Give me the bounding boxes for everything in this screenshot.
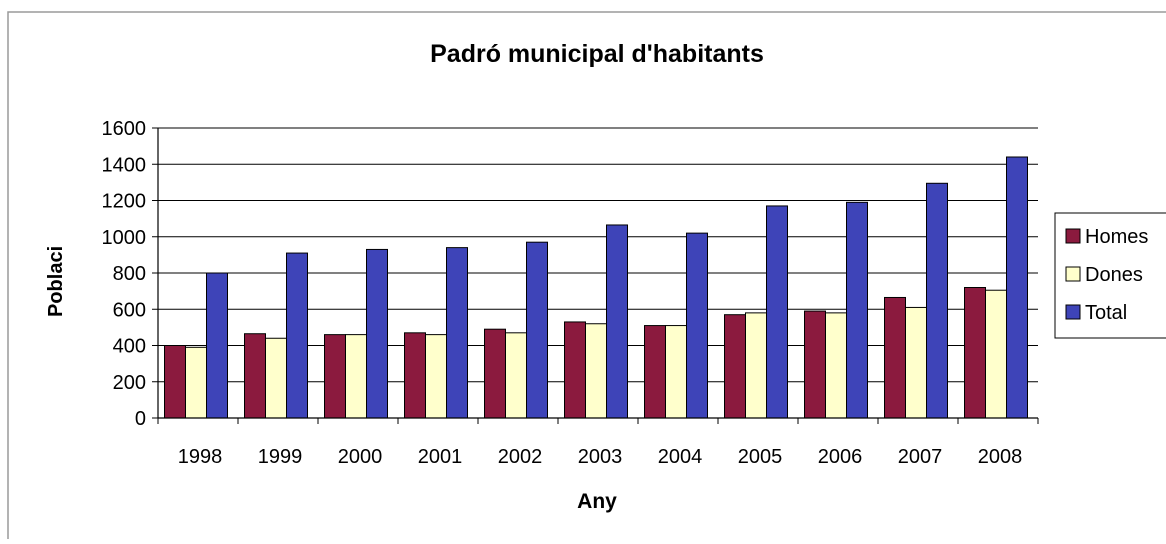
legend-items: Homes Dones Total	[1065, 226, 1148, 324]
y-axis-label-clip: Poblaci	[45, 246, 67, 317]
chart-title: Padró municipal d'habitants	[430, 40, 764, 68]
bar-dones-2003	[585, 323, 607, 419]
bar-dones-2006	[825, 312, 847, 419]
bar-homes-1998	[164, 345, 186, 419]
bar-total-2002	[526, 241, 548, 419]
bar-dones-2005	[745, 312, 767, 419]
bar-dones-2007	[905, 306, 927, 419]
bar-dones-2000	[345, 334, 367, 419]
bar-homes-2005	[724, 314, 746, 419]
y-axis-label: Poblaci	[45, 246, 67, 317]
bar-dones-1998	[185, 346, 207, 419]
legend-label-total: Total	[1085, 302, 1127, 324]
bar-total-1998	[206, 272, 228, 419]
bar-total-1999	[286, 252, 308, 419]
bar-dones-2008	[985, 289, 1007, 419]
bars	[164, 156, 1028, 419]
y-tick-label: 200	[113, 372, 146, 394]
bar-homes-2000	[324, 334, 346, 419]
y-tick-label: 1200	[102, 191, 147, 213]
bar-total-2007	[926, 182, 948, 419]
x-tick-label: 2002	[498, 446, 543, 468]
x-tick-label: 2001	[418, 446, 463, 468]
bar-dones-1999	[265, 337, 287, 419]
bar-total-2006	[846, 201, 868, 419]
x-tick-label: 2000	[338, 446, 383, 468]
x-tick-label: 2005	[738, 446, 783, 468]
x-axis-label: Any	[577, 490, 617, 513]
bar-total-2004	[686, 232, 708, 419]
legend-swatch-total	[1065, 304, 1081, 320]
bar-total-2000	[366, 248, 388, 419]
x-tick-label: 2004	[658, 446, 703, 468]
y-tick-label: 1600	[102, 118, 147, 140]
legend-swatch-homes	[1065, 228, 1081, 244]
bar-dones-2004	[665, 325, 687, 419]
bar-homes-2001	[404, 332, 426, 419]
y-tick-label: 1400	[102, 154, 147, 176]
legend: Homes Dones Total	[1054, 212, 1166, 339]
legend-label-homes: Homes	[1085, 226, 1148, 248]
bar-total-2005	[766, 205, 788, 419]
y-tick-label: 400	[113, 336, 146, 358]
bar-homes-2006	[804, 310, 826, 419]
bar-dones-2001	[425, 334, 447, 419]
bar-dones-2002	[505, 332, 527, 419]
bar-homes-2007	[884, 296, 906, 419]
bar-homes-2004	[644, 325, 666, 419]
y-tick-label: 1000	[102, 227, 147, 249]
bar-total-2008	[1006, 156, 1028, 419]
bar-homes-2008	[964, 287, 986, 419]
y-tick-label: 600	[113, 299, 146, 321]
x-tick-label: 2008	[978, 446, 1023, 468]
x-tick-label: 1998	[178, 446, 223, 468]
x-tick-label: 2007	[898, 446, 943, 468]
x-tick-label: 2003	[578, 446, 623, 468]
bar-homes-2003	[564, 321, 586, 419]
y-tick-label: 0	[135, 408, 146, 430]
legend-label-dones: Dones	[1085, 264, 1143, 286]
axes	[152, 127, 1039, 424]
tick-labels: 0 200 400 600 800 1000 1200 1400 1600 1998 1999 200…	[102, 118, 1023, 468]
bar-homes-2002	[484, 328, 506, 419]
bar-total-2003	[606, 224, 628, 419]
bar-homes-1999	[244, 333, 266, 419]
x-tick-label: 1999	[258, 446, 303, 468]
chart-border	[7, 11, 1166, 544]
x-tick-label: 2006	[818, 446, 863, 468]
bar-total-2001	[446, 247, 468, 419]
y-tick-label: 800	[113, 263, 146, 285]
legend-swatch-dones	[1065, 266, 1081, 282]
